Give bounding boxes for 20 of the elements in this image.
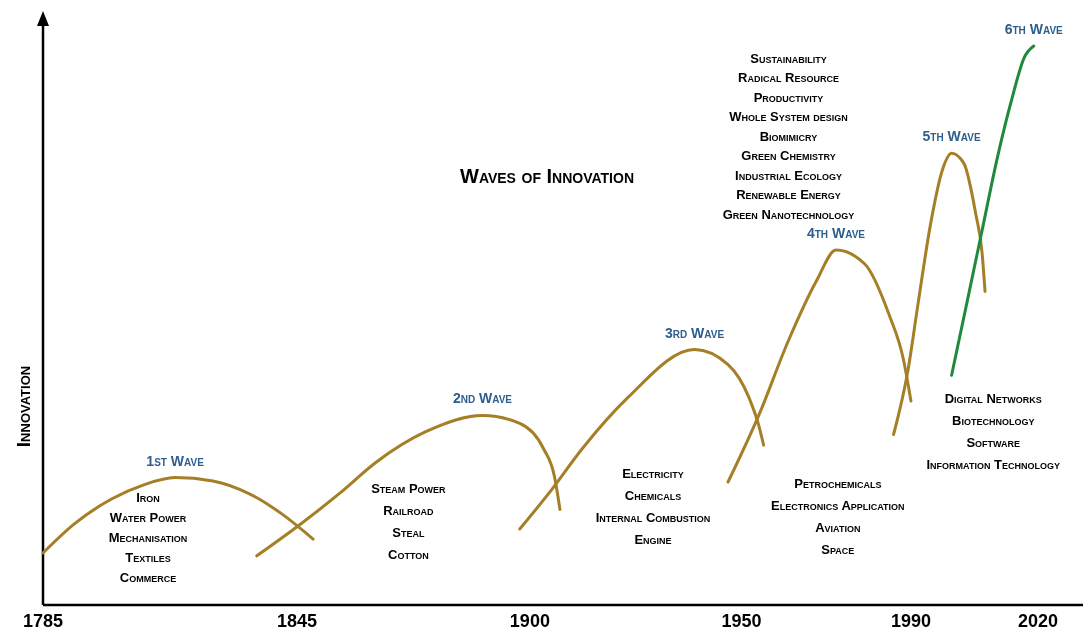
series-label: 4th Wave — [806, 225, 866, 242]
series-label: 3rd Wave — [665, 324, 725, 341]
annotation: Electricity Chemicals Internal Combustion Engine — [595, 466, 711, 548]
series-label: 1st Wave — [146, 452, 205, 469]
x-tick-label: 1900 — [509, 611, 550, 631]
x-tick-label: 1950 — [721, 611, 762, 631]
annotation: Steam Power Railroad Steal Cotton — [371, 481, 447, 563]
annotation: Petrochemicals Electronics Application Aviation Space — [771, 475, 905, 557]
series-label: 5th Wave — [922, 128, 981, 145]
series-label: 6th Wave — [1004, 21, 1064, 37]
x-tick-label: 1845 — [277, 611, 318, 631]
text: Waves of Innovation — [460, 165, 634, 187]
annotation: Digital Networks Biotechnology Software Information Technology — [926, 391, 1060, 473]
x-tick-label: 1785 — [22, 611, 64, 631]
x-tick-label: 1990 — [890, 611, 931, 631]
annotation: Iron Water Power Mechanisation Textiles Commerce — [108, 489, 188, 585]
x-tick-label: 2020 — [1017, 611, 1058, 631]
text: Sustainability Radical Resource Productivity Whole System design Biomimicry Green Chemistry Industrial Ecology Renewable Energy Green Nanotechnology — [722, 50, 855, 222]
y-axis-title: Innovation — [13, 365, 34, 448]
series-label: 2nd Wave — [452, 390, 513, 407]
